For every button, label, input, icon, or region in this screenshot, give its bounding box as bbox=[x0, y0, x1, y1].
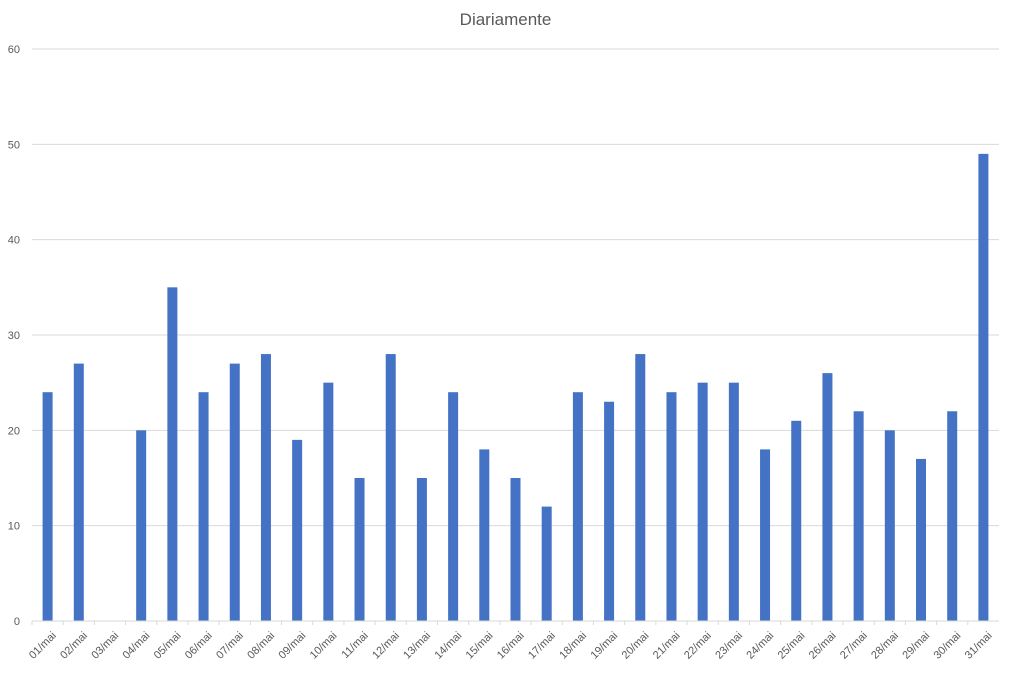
bar-21/mai bbox=[666, 392, 677, 621]
chart-title: Diariamente bbox=[459, 10, 552, 29]
x-tick-label: 24/mai bbox=[744, 630, 776, 662]
bar-02/mai bbox=[73, 363, 84, 621]
bar-01/mai bbox=[42, 392, 53, 621]
bar-24/mai bbox=[760, 449, 771, 621]
bar-06/mai bbox=[198, 392, 209, 621]
x-tick-label: 05/mai bbox=[152, 630, 184, 662]
y-tick-label: 60 bbox=[8, 44, 20, 56]
bar-12/mai bbox=[385, 354, 396, 621]
y-tick-label: 0 bbox=[14, 616, 20, 628]
bar-09/mai bbox=[292, 439, 303, 621]
bar-19/mai bbox=[604, 401, 615, 621]
bar-31/mai bbox=[978, 153, 989, 621]
bar-18/mai bbox=[572, 392, 583, 621]
bar-22/mai bbox=[697, 382, 708, 621]
x-tick-label: 21/mai bbox=[651, 630, 683, 662]
x-tick-label: 02/mai bbox=[58, 630, 90, 662]
bar-30/mai bbox=[947, 411, 958, 621]
bar-28/mai bbox=[884, 430, 895, 621]
x-tick-label: 20/mai bbox=[620, 630, 652, 662]
x-tick-label: 17/mai bbox=[526, 630, 558, 662]
x-tick-label: 15/mai bbox=[464, 630, 496, 662]
bar-23/mai bbox=[728, 382, 739, 621]
x-tick-label: 06/mai bbox=[183, 630, 215, 662]
x-tick-label: 01/mai bbox=[27, 630, 59, 662]
x-tick-label: 30/mai bbox=[932, 630, 964, 662]
x-tick-label: 28/mai bbox=[869, 630, 901, 662]
bar-11/mai bbox=[354, 478, 365, 621]
bar-04/mai bbox=[136, 430, 147, 621]
x-tick-label: 27/mai bbox=[838, 630, 870, 662]
bar-05/mai bbox=[167, 287, 178, 621]
x-tick-label: 25/mai bbox=[776, 630, 808, 662]
x-tick-label: 29/mai bbox=[900, 630, 932, 662]
bar-07/mai bbox=[229, 363, 240, 621]
y-tick-label: 30 bbox=[8, 330, 20, 342]
y-tick-label: 10 bbox=[8, 521, 20, 533]
bar-16/mai bbox=[510, 478, 521, 621]
bar-26/mai bbox=[822, 373, 833, 621]
bar-14/mai bbox=[448, 392, 459, 621]
x-tick-label: 08/mai bbox=[245, 630, 277, 662]
x-tick-label: 12/mai bbox=[370, 630, 402, 662]
x-tick-label: 14/mai bbox=[432, 630, 464, 662]
x-tick-label: 19/mai bbox=[588, 630, 620, 662]
x-tick-label: 09/mai bbox=[277, 630, 309, 662]
x-tick-label: 13/mai bbox=[401, 630, 433, 662]
x-tick-label: 31/mai bbox=[963, 630, 995, 662]
bar-13/mai bbox=[416, 478, 427, 621]
x-tick-label: 23/mai bbox=[713, 630, 745, 662]
x-tick-label: 22/mai bbox=[682, 630, 714, 662]
x-tick-label: 03/mai bbox=[89, 630, 121, 662]
x-tick-label: 26/mai bbox=[807, 630, 839, 662]
x-tick-label: 10/mai bbox=[308, 630, 340, 662]
bar-15/mai bbox=[479, 449, 490, 621]
x-tick-label: 16/mai bbox=[495, 630, 527, 662]
bar-25/mai bbox=[791, 420, 802, 621]
bar-29/mai bbox=[916, 458, 927, 621]
bar-17/mai bbox=[541, 506, 552, 621]
bar-27/mai bbox=[853, 411, 864, 621]
y-tick-label: 20 bbox=[8, 425, 20, 437]
x-tick-label: 11/mai bbox=[339, 630, 370, 661]
x-tick-label: 04/mai bbox=[121, 630, 153, 662]
bar-08/mai bbox=[260, 354, 271, 621]
y-tick-label: 50 bbox=[8, 139, 20, 151]
bar-20/mai bbox=[635, 354, 646, 621]
x-tick-label: 07/mai bbox=[214, 630, 246, 662]
x-tick-label: 18/mai bbox=[557, 630, 589, 662]
y-tick-label: 40 bbox=[8, 235, 20, 247]
bar-10/mai bbox=[323, 382, 334, 621]
